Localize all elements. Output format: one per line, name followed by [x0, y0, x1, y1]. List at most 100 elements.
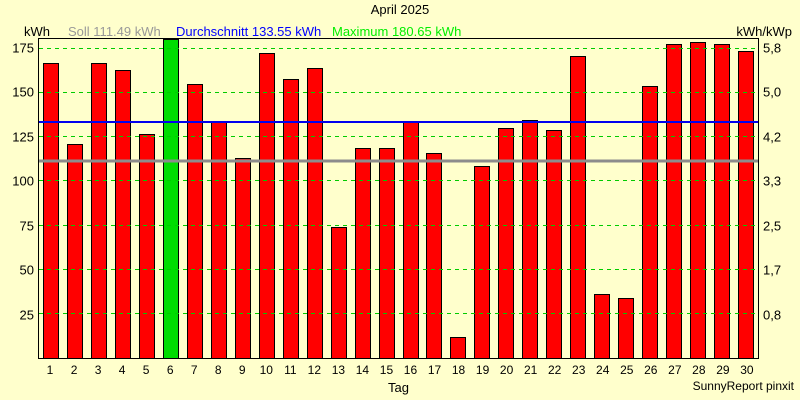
bar-day-5: [138, 133, 155, 358]
durchschnitt-line: [39, 121, 758, 124]
y-tick-right-5,8: 5,8: [763, 40, 782, 56]
bar-day-13: [330, 227, 347, 358]
bar-day-24: [594, 294, 611, 358]
plot-area: [38, 38, 759, 359]
bar-day-4: [114, 70, 131, 358]
bar-slot-day-8: [207, 39, 231, 358]
bar-slot-day-9: [231, 39, 255, 358]
x-tick-day-20: 20: [499, 363, 514, 377]
bar-day-30: [738, 50, 755, 358]
bar-day-27: [666, 43, 683, 358]
x-tick-day-24: 24: [596, 363, 610, 377]
bar-day-9: [234, 158, 251, 358]
bar-slot-day-25: [614, 39, 638, 358]
x-tick-day-7: 7: [190, 363, 198, 377]
y-tick-right-1,7: 1,7: [763, 262, 782, 278]
bar-slot-day-28: [686, 39, 710, 358]
x-tick-day-21: 21: [523, 363, 538, 377]
x-tick-day-8: 8: [214, 363, 222, 377]
x-tick-day-11: 11: [284, 363, 297, 377]
x-tick-day-4: 4: [118, 363, 126, 377]
bar-day-11: [282, 79, 299, 358]
bar-day-20: [498, 128, 515, 358]
x-tick-day-5: 5: [142, 363, 150, 377]
x-tick-day-14: 14: [355, 363, 370, 377]
y-tick-left-25: 25: [19, 307, 34, 323]
gridline-100-kwh: [39, 180, 758, 182]
bar-slot-day-23: [566, 39, 590, 358]
bar-slot-day-10: [255, 39, 279, 358]
bar-slot-day-20: [494, 39, 518, 358]
y-tick-left-50: 50: [19, 262, 34, 278]
x-tick-day-9: 9: [238, 363, 246, 377]
bar-slot-day-14: [351, 39, 375, 358]
bar-day-12: [306, 68, 323, 358]
bar-slot-day-12: [303, 39, 327, 358]
bar-day-14: [354, 147, 371, 358]
x-tick-day-19: 19: [475, 363, 490, 377]
bar-slot-day-17: [423, 39, 447, 358]
y-tick-right-4,2: 4,2: [763, 129, 782, 145]
y-tick-left-175: 175: [12, 40, 34, 56]
x-tick-day-1: 1: [46, 363, 54, 377]
x-tick-day-30: 30: [740, 363, 754, 377]
bar-slot-day-3: [87, 39, 111, 358]
left-axis-unit-label: kWh: [24, 24, 50, 39]
gridline-50-kwh: [39, 268, 758, 270]
x-axis-title: Tag: [388, 380, 409, 395]
bar-day-17: [426, 153, 443, 358]
bar-day-28: [690, 41, 707, 358]
bars-container: [39, 39, 758, 358]
x-tick-day-16: 16: [403, 363, 418, 377]
bar-day-23: [570, 56, 587, 358]
bar-day-25: [618, 297, 635, 358]
right-axis-unit-label: kWh/kWp: [736, 24, 792, 39]
gridline-25-kwh: [39, 312, 758, 314]
y-tick-right-0,8: 0,8: [763, 307, 782, 323]
bar-day-19: [474, 165, 491, 358]
bar-slot-day-7: [183, 39, 207, 358]
y-tick-right-5,0: 5,0: [763, 84, 782, 100]
bar-day-10: [258, 52, 275, 358]
gridline-75-kwh: [39, 224, 758, 226]
x-tick-day-10: 10: [259, 363, 273, 377]
x-tick-day-3: 3: [94, 363, 102, 377]
gridline-175-kwh: [39, 47, 758, 49]
soll-line: [39, 159, 758, 163]
bar-day-15: [378, 147, 395, 358]
x-tick-day-15: 15: [379, 363, 394, 377]
bar-slot-day-26: [638, 39, 662, 358]
y-axis-right-ticks: 0,8 1,7 2,5 3,3 4,2 5,0 5,8: [763, 38, 800, 359]
bar-day-7: [186, 84, 203, 358]
x-tick-day-17: 17: [427, 363, 442, 377]
y-tick-left-150: 150: [12, 84, 34, 100]
chart-title: April 2025: [370, 2, 430, 17]
gridline-125-kwh: [39, 136, 758, 138]
bar-slot-day-11: [279, 39, 303, 358]
bar-slot-day-19: [470, 39, 494, 358]
bar-slot-day-6: [159, 39, 183, 358]
bar-slot-day-21: [518, 39, 542, 358]
x-axis-day-ticks: 1 2 3 4 5 6 7 8 9 10 11 12 13 14 15 16 17 18 19 20 21 22 23 24 2…: [38, 363, 759, 377]
bar-slot-day-27: [662, 39, 686, 358]
x-tick-day-25: 25: [620, 363, 634, 377]
bar-slot-day-24: [590, 39, 614, 358]
x-tick-day-27: 27: [668, 363, 682, 377]
x-tick-day-28: 28: [692, 363, 706, 377]
y-tick-right-2,5: 2,5: [763, 218, 782, 234]
x-tick-day-2: 2: [70, 363, 78, 377]
bar-day-22: [546, 130, 563, 358]
bar-day-16: [402, 121, 419, 358]
bar-slot-day-29: [710, 39, 734, 358]
y-tick-left-125: 125: [12, 129, 34, 145]
bar-day-29: [714, 43, 731, 358]
x-tick-day-26: 26: [644, 363, 658, 377]
x-tick-day-22: 22: [547, 363, 562, 377]
bar-day-26: [642, 86, 659, 358]
y-tick-right-3,3: 3,3: [763, 173, 782, 189]
bar-slot-day-5: [135, 39, 159, 358]
bar-slot-day-30: [734, 39, 758, 358]
x-tick-day-6: 6: [166, 363, 174, 377]
max-bar-day-6: [162, 39, 179, 358]
